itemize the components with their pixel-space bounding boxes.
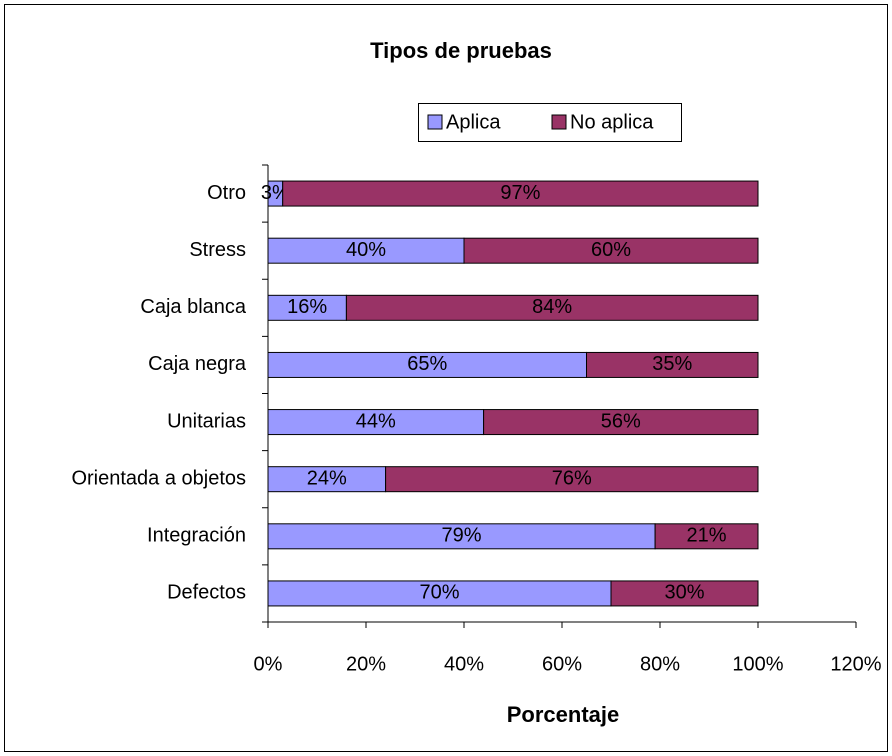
y-tick-label: Orientada a objetos — [71, 467, 246, 489]
data-label: 79% — [442, 525, 482, 547]
data-label: 65% — [407, 353, 447, 375]
x-tick-label: 40% — [444, 653, 484, 675]
legend-label: Aplica — [446, 111, 501, 133]
bar-segment — [463, 237, 759, 264]
y-tick-label: Unitarias — [167, 410, 246, 432]
bar-segment — [610, 580, 759, 607]
data-label: 35% — [652, 353, 692, 375]
bar-segment — [267, 409, 485, 436]
data-label: 40% — [346, 239, 386, 261]
legend-swatch — [551, 114, 567, 130]
bar-segment — [267, 523, 656, 550]
bar-segment — [385, 466, 759, 493]
y-tick-label: Integración — [147, 525, 246, 547]
data-label: 97% — [500, 182, 540, 204]
x-tick-label: 100% — [732, 653, 783, 675]
bar-segment — [267, 237, 465, 264]
data-label: 76% — [552, 467, 592, 489]
data-label: 21% — [687, 525, 727, 547]
data-label: 30% — [664, 582, 704, 604]
bar-segment — [483, 409, 759, 436]
y-tick-label: Caja blanca — [140, 296, 247, 318]
x-tick-label: 80% — [640, 653, 680, 675]
y-tick-label: Otro — [207, 182, 246, 204]
x-tick-label: 120% — [830, 653, 881, 675]
data-label: 84% — [532, 296, 572, 318]
x-tick-label: 20% — [346, 653, 386, 675]
legend-swatch — [427, 114, 443, 130]
bar-segment — [654, 523, 759, 550]
y-tick-label: Stress — [189, 239, 246, 261]
chart-title: Tipos de pruebas — [370, 38, 552, 63]
bar-segment — [586, 351, 759, 378]
data-label: 60% — [591, 239, 631, 261]
x-tick-label: 60% — [542, 653, 582, 675]
bar-segment — [282, 180, 759, 207]
y-tick-label: Defectos — [167, 582, 246, 604]
data-label: 56% — [601, 410, 641, 432]
legend-box — [418, 103, 682, 142]
x-axis-title: Porcentaje — [507, 702, 620, 727]
data-label: 70% — [419, 582, 459, 604]
data-label: 44% — [356, 410, 396, 432]
x-tick-label: 0% — [254, 653, 283, 675]
bar-segment — [267, 294, 347, 321]
data-label: 16% — [287, 296, 327, 318]
data-label: 24% — [307, 467, 347, 489]
legend-label: No aplica — [570, 111, 654, 133]
bar-segment — [267, 580, 612, 607]
bar-segment — [267, 351, 587, 378]
y-tick-label: Caja negra — [148, 353, 247, 375]
bar-segment — [267, 466, 387, 493]
bar-segment — [345, 294, 759, 321]
